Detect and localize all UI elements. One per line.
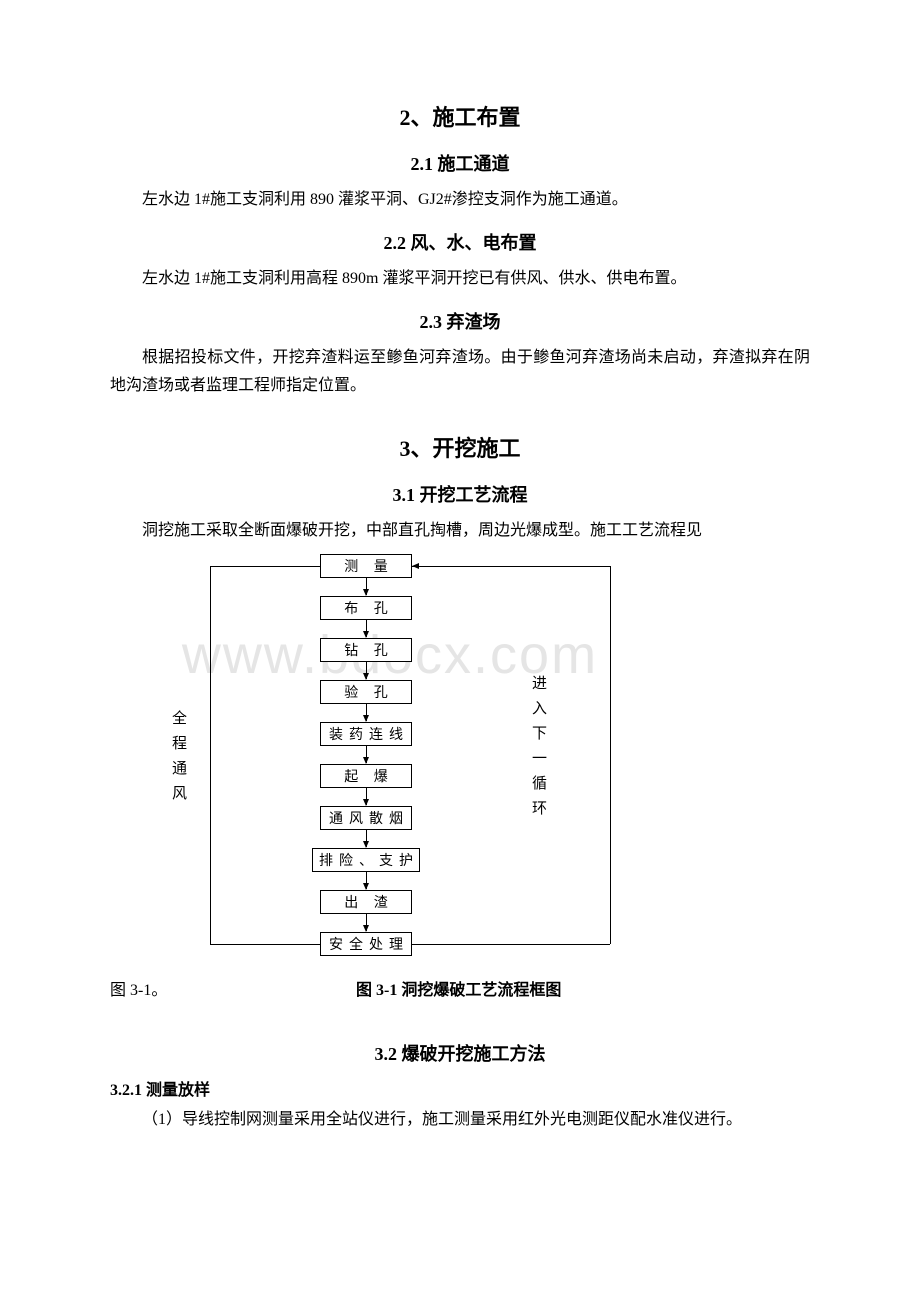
flow-node-n6: 起 爆 — [320, 764, 412, 788]
flow-right-bot — [412, 944, 610, 945]
figure-caption: 图 3-1 洞挖爆破工艺流程框图 — [107, 976, 810, 1000]
section-2-2-para: 左水边 1#施工支洞利用高程 890m 灌浆平洞开挖已有供风、供水、供电布置。 — [110, 265, 810, 294]
flow-arrow — [366, 872, 367, 889]
flow-arrow — [366, 704, 367, 721]
flow-node-n4: 验 孔 — [320, 680, 412, 704]
section-3-title: 3、开挖施工 — [110, 431, 810, 463]
flow-node-n1: 测 量 — [320, 554, 412, 578]
flow-arrow — [366, 746, 367, 763]
section-2-1-title: 2.1 施工通道 — [110, 150, 810, 176]
flow-arrow — [366, 788, 367, 805]
flow-right-label: 进入下一循环 — [530, 675, 545, 825]
flow-left-vert — [210, 566, 211, 944]
flow-arrow — [366, 620, 367, 637]
flowchart: 测 量布 孔钻 孔验 孔装药连线起 爆通风散烟排险、支护出 渣安全处理 全程通风 进… — [110, 554, 810, 974]
section-2-3-title: 2.3 弃渣场 — [110, 308, 810, 334]
section-3-2-1-p1: （1）导线控制网测量采用全站仪进行，施工测量采用红外光电测距仪配水准仪进行。 — [110, 1106, 810, 1135]
flow-node-n3: 钻 孔 — [320, 638, 412, 662]
section-2-title: 2、施工布置 — [110, 100, 810, 132]
section-2-3-para: 根据招投标文件，开挖弃渣料运至鲹鱼河弃渣场。由于鲹鱼河弃渣场尚未启动，弃渣拟弃在… — [110, 344, 810, 402]
flow-left-top2 — [210, 566, 320, 567]
flow-left-bot — [210, 944, 320, 945]
section-3-1-intro: 洞挖施工采取全断面爆破开挖，中部直孔掏槽，周边光爆成型。施工工艺流程见 — [110, 517, 810, 546]
section-3-1-title: 3.1 开挖工艺流程 — [110, 481, 810, 507]
section-3-2-title: 3.2 爆破开挖施工方法 — [110, 1040, 810, 1066]
section-2-1-para: 左水边 1#施工支洞利用 890 灌浆平洞、GJ2#渗控支洞作为施工通道。 — [110, 186, 810, 215]
section-2-2-title: 2.2 风、水、电布置 — [110, 229, 810, 255]
flowchart-container: www.bdocx.com 测 量布 孔钻 孔验 孔装药连线起 爆通风散烟排险、… — [110, 554, 810, 974]
flow-node-n5: 装药连线 — [320, 722, 412, 746]
flow-arrow — [366, 830, 367, 847]
flow-right-vert — [610, 566, 611, 944]
flow-arrow — [366, 662, 367, 679]
flow-right-arrowhead — [412, 563, 419, 569]
flow-node-n8: 排险、支护 — [312, 848, 420, 872]
flow-right-top — [412, 566, 610, 567]
flow-node-n10: 安全处理 — [320, 932, 412, 956]
flow-arrow — [366, 914, 367, 931]
section-3-2-1-title: 3.2.1 测量放样 — [110, 1076, 810, 1100]
flow-arrow — [366, 578, 367, 595]
flow-left-label: 全程通风 — [170, 710, 185, 810]
flow-node-n2: 布 孔 — [320, 596, 412, 620]
flow-node-n9: 出 渣 — [320, 890, 412, 914]
flow-node-n7: 通风散烟 — [320, 806, 412, 830]
